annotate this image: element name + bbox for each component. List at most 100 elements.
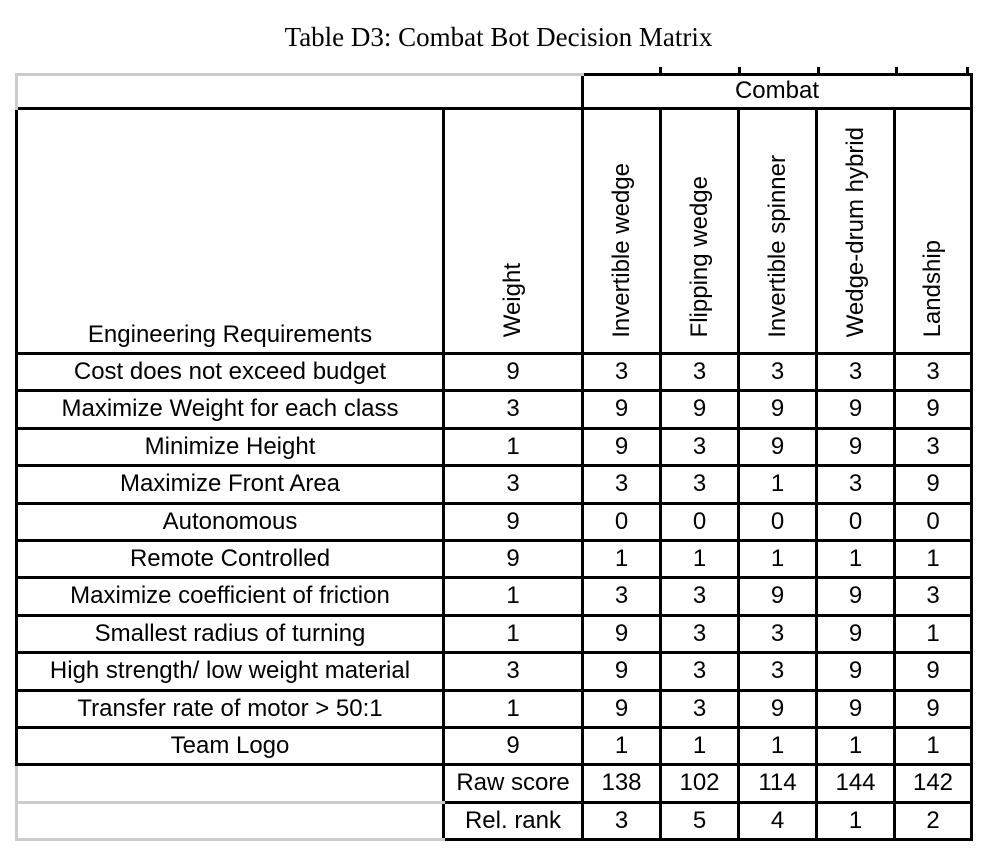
requirement-label: Transfer rate of motor > 50:1 [15, 688, 445, 729]
requirement-row: Smallest radius of turning 1 9 3 3 9 1 [15, 613, 973, 655]
rel-rank-value: 1 [815, 800, 896, 842]
score-cell: 0 [893, 501, 973, 542]
column-header-flipping-wedge: Flipping wedge [659, 107, 740, 355]
requirement-label: Maximize Front Area [15, 464, 445, 505]
requirement-row: Maximize Front Area 3 3 3 1 3 9 [15, 464, 973, 505]
score-cell: 1 [581, 538, 662, 580]
score-cell: 1 [815, 725, 896, 767]
score-cell: 1 [737, 538, 818, 580]
weight-value: 9 [442, 351, 584, 393]
requirement-label: Cost does not exceed budget [15, 351, 445, 393]
score-cell: 9 [581, 688, 662, 729]
score-cell: 9 [815, 576, 896, 617]
weight-value: 3 [442, 464, 584, 505]
requirement-row: Minimize Height 1 9 3 9 9 3 [15, 426, 973, 468]
score-cell: 9 [581, 613, 662, 655]
rel-rank-value: 4 [737, 800, 818, 842]
column-boundary-tick [895, 67, 898, 74]
score-cell: 1 [737, 725, 818, 767]
requirement-label: High strength/ low weight material [15, 651, 445, 692]
rel-rank-label: Rel. rank [442, 800, 584, 842]
score-cell: 1 [737, 464, 818, 505]
score-cell: 1 [893, 613, 973, 655]
column-header-label: Wedge-drum hybrid [841, 127, 869, 338]
requirement-row: Autonomous 9 0 0 0 0 0 [15, 501, 973, 542]
score-cell: 3 [581, 576, 662, 617]
decision-matrix: Combat Engineering Requirements Weight I… [15, 73, 973, 842]
score-cell: 9 [815, 426, 896, 468]
score-cell: 9 [815, 688, 896, 729]
score-cell: 9 [581, 651, 662, 692]
score-cell: 3 [659, 576, 740, 617]
group-header-row: Combat [15, 73, 973, 110]
score-cell: 3 [815, 351, 896, 393]
score-cell: 9 [815, 651, 896, 692]
weight-value: 1 [442, 688, 584, 729]
score-cell: 3 [737, 351, 818, 393]
score-cell: 9 [815, 389, 896, 430]
raw-score-value: 114 [737, 763, 818, 804]
weight-value: 9 [442, 501, 584, 542]
column-boundary-tick [817, 67, 820, 74]
score-cell: 3 [659, 351, 740, 393]
column-boundary-tick [659, 67, 662, 74]
requirement-label: Autonomous [15, 501, 445, 542]
raw-score-value: 144 [815, 763, 896, 804]
requirement-label: Minimize Height [15, 426, 445, 468]
requirement-label: Team Logo [15, 725, 445, 767]
column-boundary-tick [966, 67, 969, 74]
score-cell: 0 [581, 501, 662, 542]
score-cell: 9 [737, 426, 818, 468]
score-cell: 3 [659, 651, 740, 692]
column-boundary-tick [738, 67, 741, 74]
raw-score-value: 138 [581, 763, 662, 804]
score-cell: 3 [815, 464, 896, 505]
score-cell: 3 [737, 613, 818, 655]
weight-value: 1 [442, 576, 584, 617]
requirement-row: Cost does not exceed budget 9 3 3 3 3 3 [15, 351, 973, 393]
requirement-label: Remote Controlled [15, 538, 445, 580]
score-cell: 9 [893, 651, 973, 692]
requirement-row: Maximize coefficient of friction 1 3 3 9… [15, 576, 973, 617]
score-cell: 0 [737, 501, 818, 542]
score-cell: 3 [659, 426, 740, 468]
corner-cell [15, 73, 583, 109]
score-cell: 0 [815, 501, 896, 542]
raw-score-label: Raw score [442, 763, 584, 804]
column-header-invertible-spinner: Invertible spinner [737, 107, 818, 355]
weight-value: 1 [442, 426, 584, 468]
score-cell: 9 [815, 613, 896, 655]
column-header-row: Engineering Requirements Weight Invertib… [15, 107, 973, 355]
score-cell: 3 [581, 351, 662, 393]
weight-value: 3 [442, 651, 584, 692]
requirement-label: Maximize coefficient of friction [15, 576, 445, 617]
rel-rank-value: 5 [659, 800, 740, 842]
page-title: Table D3: Combat Bot Decision Matrix [284, 22, 713, 52]
requirement-label: Maximize Weight for each class [15, 389, 445, 430]
empty-cell [15, 764, 444, 804]
column-header-wedge-drum-hybrid: Wedge-drum hybrid [815, 107, 896, 355]
score-cell: 3 [893, 426, 973, 468]
score-cell: 3 [737, 651, 818, 692]
requirement-row: Transfer rate of motor > 50:1 1 9 3 9 9 … [15, 688, 973, 729]
requirement-label: Smallest radius of turning [15, 613, 445, 655]
raw-score-value: 102 [659, 763, 740, 804]
score-cell: 1 [659, 538, 740, 580]
weight-value: 9 [442, 725, 584, 767]
score-cell: 0 [659, 501, 740, 542]
weight-value: 3 [442, 389, 584, 430]
column-header-label: Invertible spinner [763, 154, 791, 338]
requirement-row: High strength/ low weight material 3 9 3… [15, 651, 973, 692]
score-cell: 9 [737, 389, 818, 430]
score-cell: 1 [581, 725, 662, 767]
weight-value: 1 [442, 613, 584, 655]
column-header-landship: Landship [893, 107, 973, 355]
score-cell: 9 [893, 688, 973, 729]
raw-score-row: Raw score 138 102 114 144 142 [15, 763, 973, 804]
rel-rank-value: 3 [581, 800, 662, 842]
score-cell: 9 [893, 389, 973, 430]
rel-rank-row: Rel. rank 3 5 4 1 2 [15, 800, 973, 842]
requirement-row: Maximize Weight for each class 3 9 9 9 9… [15, 389, 973, 430]
column-header-label: Invertible wedge [607, 162, 635, 338]
score-cell: 1 [815, 538, 896, 580]
